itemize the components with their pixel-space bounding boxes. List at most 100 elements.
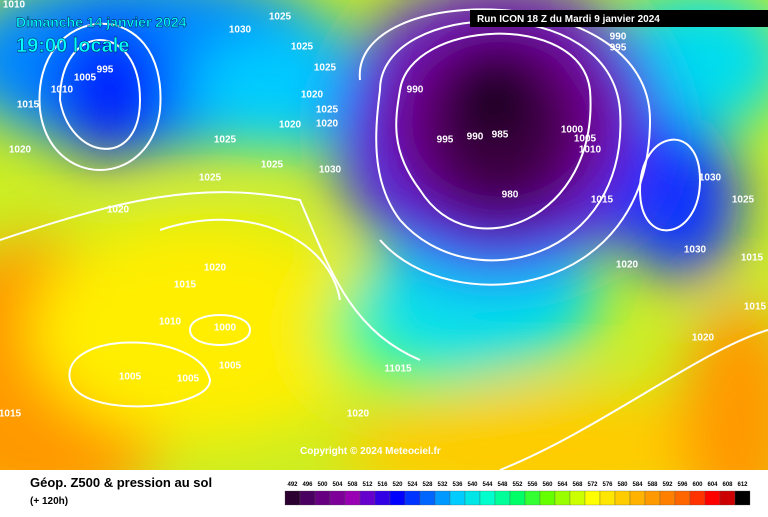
colorbar-tick-label: 564 [557, 482, 568, 488]
isobar-label: 1030 [229, 25, 252, 36]
colorbar-swatch [719, 490, 736, 506]
isobar-label: 1005 [177, 374, 200, 385]
footer-lead: (+ 120h) [30, 496, 68, 507]
isobar-label: 1020 [204, 263, 227, 274]
isobar-label: 1010 [3, 0, 26, 11]
colorbar-tick-label: 576 [602, 482, 613, 488]
isobar-label: 1005 [119, 372, 142, 383]
colorbar-swatch [449, 490, 466, 506]
run-banner [470, 10, 768, 27]
colorbar-swatch [644, 490, 661, 506]
isobar-label: 990 [610, 32, 627, 43]
colorbar-swatch [614, 490, 631, 506]
isobar-label: 1020 [616, 260, 639, 271]
isobar-label: 1010 [51, 85, 74, 96]
copyright: Copyright © 2024 Meteociel.fr [300, 446, 441, 457]
isobar-label: 1020 [301, 90, 324, 101]
isobar-label: 1030 [319, 165, 342, 176]
isobar-label: 990 [407, 85, 424, 96]
isobar-label: 980 [502, 190, 519, 201]
colorbar-swatch [374, 490, 391, 506]
colorbar-tick-label: 584 [632, 482, 643, 488]
isobar-label: 1005 [219, 361, 242, 372]
forecast-time: 19:00 locale [16, 35, 129, 57]
colorbar-tick-label: 500 [317, 482, 328, 488]
colorbar-tick-label: 504 [332, 482, 343, 488]
colorbar-tick-label: 612 [737, 482, 748, 488]
isobar-label: 1030 [684, 245, 707, 256]
colorbar-swatch [509, 490, 526, 506]
colorbar-tick-label: 528 [422, 482, 433, 488]
colorbar-tick-label: 536 [452, 482, 463, 488]
colorbar-tick-label: 548 [497, 482, 508, 488]
colorbar-swatch [284, 490, 301, 506]
isobar-label: 11015 [384, 364, 412, 375]
isobar-labels: 1010 1030 1025 1025 995 1005 1010 1015 1… [0, 0, 767, 420]
colorbar-swatch [629, 490, 646, 506]
isobar-label: 1025 [732, 195, 755, 206]
colorbar-swatch [464, 490, 481, 506]
isobar-label: 1025 [314, 63, 337, 74]
colorbar-swatch [674, 490, 691, 506]
isobar-label: 1025 [199, 173, 222, 184]
isobar-label: 1020 [107, 205, 130, 216]
colorbar-tick-label: 496 [302, 482, 313, 488]
colorbar-swatch [584, 490, 601, 506]
isobar-label: 1025 [316, 105, 339, 116]
forecast-date: Dimanche 14 janvier 2024 [16, 14, 187, 30]
isobar-label: 1025 [214, 135, 237, 146]
isobar-label: 1025 [269, 12, 292, 23]
colorbar-swatch [299, 490, 316, 506]
isobar-label: 1015 [741, 253, 764, 264]
colorbar-swatch [599, 490, 616, 506]
colorbar-tick-label: 516 [377, 482, 388, 488]
isobar-label: 1000 [561, 125, 584, 136]
isobar-label: 1015 [744, 302, 767, 313]
isobar-label: 1030 [699, 173, 722, 184]
colorbar-swatch [404, 490, 421, 506]
colorbar-tick-label: 572 [587, 482, 598, 488]
isobar-label: 1015 [17, 100, 40, 111]
colorbar-tick-label: 552 [512, 482, 523, 488]
colorbar-tick-label: 604 [707, 482, 718, 488]
colorbar: 492 496 500 504 508 512 516 520 524 528 532 536 540 5… [284, 482, 751, 506]
colorbar-swatch [389, 490, 406, 506]
colorbar-swatch [419, 490, 436, 506]
colorbar-tick-label: 592 [662, 482, 673, 488]
colorbar-tick-label: 556 [527, 482, 538, 488]
isobar-label: 1015 [0, 409, 22, 420]
colorbar-tick-label: 532 [437, 482, 448, 488]
isobar-label: 1025 [291, 42, 314, 53]
isobar-label: 1020 [279, 120, 302, 131]
colorbar-swatch [734, 490, 751, 506]
colorbar-swatch [539, 490, 556, 506]
colorbar-tick-label: 540 [467, 482, 478, 488]
colorbar-swatch [314, 490, 331, 506]
colorbar-swatch [659, 490, 676, 506]
isobar-label: 1020 [9, 145, 32, 156]
colorbar-swatch [524, 490, 541, 506]
colorbar-swatch [569, 490, 586, 506]
colorbar-tick-label: 608 [722, 482, 733, 488]
colorbar-swatch [434, 490, 451, 506]
isobar-label: 985 [492, 130, 509, 141]
isobar-label: 1000 [214, 323, 237, 334]
colorbar-tick-label: 568 [572, 482, 583, 488]
isobar-label: 990 [467, 132, 484, 143]
colorbar-tick-label: 520 [392, 482, 403, 488]
colorbar-tick-label: 508 [347, 482, 358, 488]
colorbar-tick-label: 580 [617, 482, 628, 488]
isobar-label: 1015 [174, 280, 197, 291]
colorbar-tick-label: 512 [362, 482, 373, 488]
colorbar-tick-label: 588 [647, 482, 658, 488]
footer-title: Géop. Z500 & pression au sol [30, 475, 212, 490]
colorbar-swatch [494, 490, 511, 506]
run-info: Run ICON 18 Z du Mardi 9 janvier 2024 [477, 14, 660, 25]
colorbar-swatch [359, 490, 376, 506]
colorbar-tick-label: 596 [677, 482, 688, 488]
isobar-label: 1020 [316, 119, 339, 130]
isobar-label: 1020 [347, 409, 370, 420]
colorbar-tick-label: 544 [482, 482, 493, 488]
